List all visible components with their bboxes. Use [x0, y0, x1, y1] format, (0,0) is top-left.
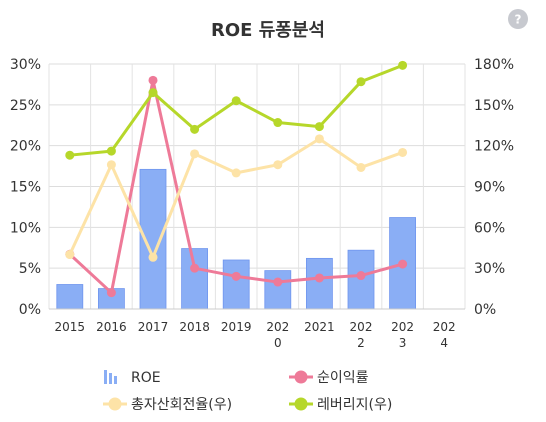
y-tick-left: 30%	[10, 57, 41, 73]
y-tick-right: 60%	[474, 220, 505, 236]
x-tick-label: 2015	[55, 320, 86, 334]
point-net-margin	[398, 259, 408, 269]
help-icon-glyph[interactable]: ?	[515, 13, 522, 27]
legend-icon-roe	[104, 370, 107, 384]
y-tick-left: 20%	[10, 139, 41, 155]
legend-icon-marker	[294, 397, 308, 411]
y-tick-left: 25%	[10, 98, 41, 114]
legend-label: ROE	[131, 370, 161, 386]
point-leverage	[314, 122, 324, 132]
x-tick-label: 202 4	[433, 320, 456, 350]
point-leverage	[398, 60, 408, 70]
legend-icon-roe	[109, 373, 112, 384]
bar-roe	[181, 248, 209, 310]
bar-roe	[222, 259, 250, 310]
point-net-margin	[106, 288, 116, 298]
chart-title: ROE 듀퐁분석	[211, 20, 325, 41]
point-net-margin	[148, 75, 158, 85]
point-net-margin	[190, 263, 200, 273]
point-leverage	[273, 118, 283, 128]
y-tick-left: 0%	[19, 302, 41, 318]
x-tick-label: 2019	[221, 320, 252, 334]
x-tick-label: 202 2	[350, 320, 373, 350]
series-line-asset-turnover	[68, 137, 404, 259]
legend-label: 총자산회전율(우)	[131, 397, 232, 413]
bar-roe	[264, 270, 292, 310]
help-icon-circle[interactable]	[508, 9, 528, 29]
y-tick-right: 150%	[474, 98, 514, 114]
x-tick-label: 202 3	[391, 320, 414, 350]
legend-label: 순이익률	[317, 370, 369, 386]
y-tick-right: 30%	[474, 261, 505, 277]
point-asset-turnover	[356, 162, 366, 172]
y-tick-right: 120%	[474, 139, 514, 155]
help-icon[interactable]: ?	[508, 9, 528, 29]
point-leverage	[356, 77, 366, 87]
point-leverage	[65, 150, 75, 160]
point-asset-turnover	[273, 160, 283, 170]
y-tick-right: 90%	[474, 180, 505, 196]
point-asset-turnover	[398, 147, 408, 157]
x-tick-label: 2017	[138, 320, 169, 334]
y-tick-right: 180%	[474, 57, 514, 73]
y-tick-left: 10%	[10, 220, 41, 236]
point-asset-turnover	[148, 252, 158, 262]
point-asset-turnover	[190, 149, 200, 159]
bar-roe	[56, 284, 84, 310]
x-tick-label: 2018	[179, 320, 210, 334]
x-tick-label: 2016	[96, 320, 127, 334]
point-asset-turnover	[106, 160, 116, 170]
bar-roe	[305, 257, 333, 310]
legend-icon-marker	[108, 397, 122, 411]
point-asset-turnover	[65, 250, 75, 260]
y-tick-left: 5%	[19, 261, 41, 277]
point-net-margin	[314, 273, 324, 283]
y-tick-right: 0%	[474, 302, 496, 318]
point-leverage	[231, 96, 241, 106]
series-line-leverage	[69, 63, 404, 157]
legend-icon-marker	[294, 370, 308, 384]
point-leverage	[148, 88, 158, 98]
legend-label: 레버리지(우)	[317, 397, 392, 413]
legend-icon-roe	[114, 376, 117, 384]
point-asset-turnover	[314, 134, 324, 144]
point-asset-turnover	[231, 168, 241, 178]
point-net-margin	[273, 277, 283, 287]
point-net-margin	[356, 271, 366, 281]
point-leverage	[190, 124, 200, 134]
x-tick-label: 2021	[304, 320, 335, 334]
point-net-margin	[231, 271, 241, 281]
point-leverage	[106, 146, 116, 156]
y-tick-left: 15%	[10, 180, 41, 196]
x-tick-label: 202 0	[266, 320, 289, 350]
